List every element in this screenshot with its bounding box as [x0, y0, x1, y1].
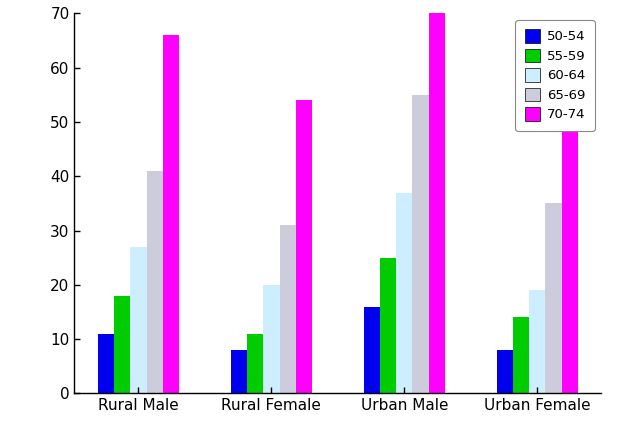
Bar: [412, 95, 428, 393]
Bar: [162, 35, 179, 393]
Bar: [380, 257, 396, 393]
Bar: [529, 290, 546, 393]
Bar: [114, 295, 130, 393]
Bar: [264, 285, 280, 393]
Bar: [364, 307, 380, 393]
Bar: [296, 100, 312, 393]
Bar: [497, 350, 513, 393]
Bar: [562, 122, 578, 393]
Bar: [280, 225, 296, 393]
Bar: [130, 247, 146, 393]
Bar: [428, 13, 445, 393]
Bar: [247, 333, 264, 393]
Bar: [98, 333, 114, 393]
Bar: [146, 171, 162, 393]
Bar: [396, 193, 412, 393]
Bar: [231, 350, 247, 393]
Bar: [513, 317, 529, 393]
Legend: 50-54, 55-59, 60-64, 65-69, 70-74: 50-54, 55-59, 60-64, 65-69, 70-74: [515, 20, 595, 131]
Bar: [546, 203, 562, 393]
